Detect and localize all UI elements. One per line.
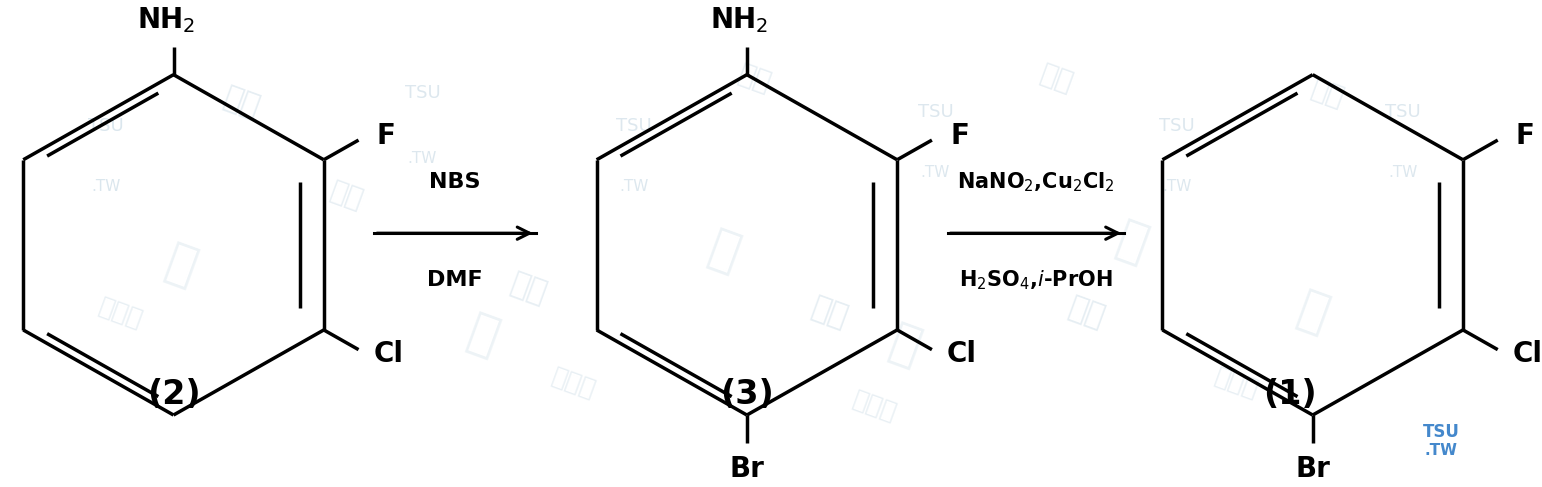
Text: .TW: .TW (1163, 179, 1192, 194)
Text: NH$_2$: NH$_2$ (711, 5, 768, 35)
Text: NBS: NBS (429, 172, 481, 192)
Text: .TW: .TW (921, 165, 950, 180)
Text: 学: 学 (884, 318, 927, 373)
Text: Cl: Cl (947, 340, 978, 368)
Text: .TW: .TW (91, 179, 120, 194)
Text: 大学: 大学 (327, 177, 367, 215)
Text: (3): (3) (720, 378, 774, 411)
Text: 天山: 天山 (219, 82, 264, 122)
Text: F: F (1516, 122, 1534, 150)
Text: Br: Br (1295, 455, 1331, 483)
Text: 天山: 天山 (808, 293, 853, 333)
Text: 天山: 天山 (506, 269, 550, 309)
Text: 山: 山 (461, 308, 504, 363)
Text: TSU: TSU (1385, 103, 1422, 121)
Text: 大: 大 (702, 225, 746, 280)
Text: 医学院: 医学院 (850, 387, 901, 425)
Text: 天: 天 (159, 238, 204, 294)
Text: TSU: TSU (1423, 423, 1459, 441)
Text: Cl: Cl (1513, 340, 1542, 368)
Text: 大学: 大学 (1036, 60, 1076, 98)
Text: TSU: TSU (615, 117, 652, 135)
Text: .TW: .TW (1425, 443, 1457, 458)
Text: H$_2$SO$_4$,$i$-PrOH: H$_2$SO$_4$,$i$-PrOH (959, 268, 1113, 292)
Text: 医学院: 医学院 (96, 294, 146, 332)
Text: (2): (2) (146, 378, 200, 411)
Text: (1): (1) (1263, 378, 1317, 411)
Text: F: F (950, 122, 968, 150)
Text: .TW: .TW (1388, 165, 1419, 180)
Text: 天山: 天山 (1064, 293, 1109, 333)
Text: F: F (376, 122, 396, 150)
Text: Br: Br (729, 455, 765, 483)
Text: 院: 院 (1291, 285, 1334, 340)
Text: TSU: TSU (88, 117, 123, 135)
Text: 医学院: 医学院 (1212, 364, 1263, 402)
Text: .TW: .TW (618, 179, 648, 194)
Text: Cl: Cl (373, 340, 404, 368)
Text: NH$_2$: NH$_2$ (137, 5, 196, 35)
Text: 大学: 大学 (734, 60, 774, 98)
Text: TSU: TSU (404, 84, 441, 102)
Text: TSU: TSU (917, 103, 953, 121)
Text: .TW: .TW (407, 151, 438, 166)
Text: 医学院: 医学院 (547, 364, 598, 402)
Text: NaNO$_2$,Cu$_2$Cl$_2$: NaNO$_2$,Cu$_2$Cl$_2$ (958, 170, 1115, 193)
Text: TSU: TSU (1160, 117, 1195, 135)
Text: DMF: DMF (427, 270, 483, 290)
Text: 大学: 大学 (1308, 74, 1348, 112)
Text: 医: 医 (1110, 215, 1153, 270)
